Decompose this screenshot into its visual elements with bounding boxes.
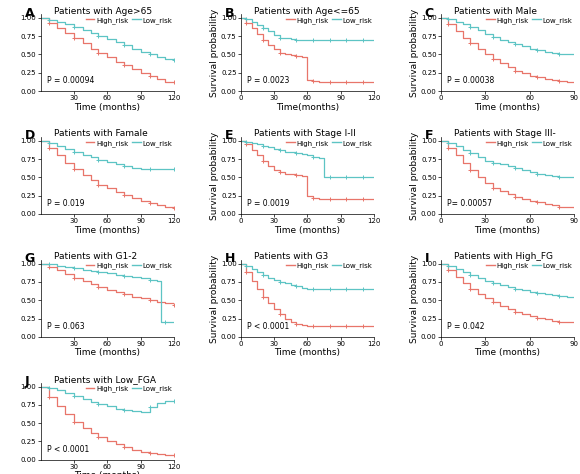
Text: J: J: [24, 375, 29, 388]
Y-axis label: Survival probability: Survival probability: [411, 131, 419, 219]
Legend: High_risk, Low_risk: High_risk, Low_risk: [285, 16, 374, 24]
X-axis label: Time (months): Time (months): [474, 226, 541, 235]
Text: P = 0.042: P = 0.042: [448, 322, 485, 331]
Text: E: E: [224, 129, 233, 143]
Text: P = 0.00094: P = 0.00094: [48, 76, 95, 85]
Text: P = 0.00038: P = 0.00038: [448, 76, 495, 85]
Legend: High_risk, Low_risk: High_risk, Low_risk: [85, 16, 173, 24]
Legend: High_risk, Low_risk: High_risk, Low_risk: [85, 385, 173, 393]
X-axis label: Time (months): Time (months): [274, 226, 340, 235]
Text: D: D: [24, 129, 35, 143]
Legend: High_risk, Low_risk: High_risk, Low_risk: [285, 262, 374, 270]
X-axis label: Time (months): Time (months): [74, 471, 140, 474]
Text: P = 0.019: P = 0.019: [48, 199, 85, 208]
Text: F: F: [425, 129, 433, 143]
Y-axis label: Survival probability: Survival probability: [211, 255, 219, 343]
Text: H: H: [224, 252, 235, 265]
Legend: High_risk, Low_risk: High_risk, Low_risk: [485, 139, 574, 147]
Y-axis label: Survival probability: Survival probability: [211, 131, 219, 219]
Text: P = 0.063: P = 0.063: [48, 322, 85, 331]
Text: P < 0.0001: P < 0.0001: [247, 322, 289, 331]
X-axis label: Time (months): Time (months): [74, 348, 140, 357]
Text: Patients with Famale: Patients with Famale: [54, 129, 148, 138]
Text: Patients with Stage III-: Patients with Stage III-: [454, 129, 556, 138]
Text: P= 0.00057: P= 0.00057: [448, 199, 492, 208]
Y-axis label: Survival probability: Survival probability: [411, 255, 419, 343]
Text: G: G: [24, 252, 35, 265]
Text: Patients with G1-2: Patients with G1-2: [54, 252, 137, 261]
X-axis label: Time(months): Time(months): [276, 102, 339, 111]
Legend: High_risk, Low_risk: High_risk, Low_risk: [85, 262, 173, 270]
X-axis label: Time (months): Time (months): [74, 226, 140, 235]
Legend: High_risk, Low_risk: High_risk, Low_risk: [485, 262, 574, 270]
X-axis label: Time (months): Time (months): [74, 102, 140, 111]
Text: Patients with Low_FGA: Patients with Low_FGA: [54, 375, 156, 384]
Text: Patients with Male: Patients with Male: [454, 7, 537, 16]
Legend: High_risk, Low_risk: High_risk, Low_risk: [285, 139, 374, 147]
Text: P = 0.0023: P = 0.0023: [247, 76, 290, 85]
Text: Patients with High_FG: Patients with High_FG: [454, 252, 553, 261]
Text: C: C: [425, 7, 434, 19]
Text: Patients with G3: Patients with G3: [254, 252, 328, 261]
Y-axis label: Survival probability: Survival probability: [211, 9, 219, 97]
Legend: High_risk, Low_risk: High_risk, Low_risk: [85, 139, 173, 147]
Text: Patients with Stage I-II: Patients with Stage I-II: [254, 129, 356, 138]
X-axis label: Time (months): Time (months): [474, 348, 541, 357]
X-axis label: Time (months): Time (months): [274, 348, 340, 357]
Text: I: I: [425, 252, 429, 265]
Text: Patients with Age<=65: Patients with Age<=65: [254, 7, 360, 16]
Text: Patients with Age>65: Patients with Age>65: [54, 7, 152, 16]
X-axis label: Time (months): Time (months): [474, 102, 541, 111]
Text: P < 0.0001: P < 0.0001: [48, 445, 89, 454]
Text: P = 0.0019: P = 0.0019: [247, 199, 290, 208]
Y-axis label: Survival probability: Survival probability: [411, 9, 419, 97]
Text: A: A: [24, 7, 34, 19]
Text: B: B: [224, 7, 234, 19]
Legend: High_risk, Low_risk: High_risk, Low_risk: [485, 16, 574, 24]
